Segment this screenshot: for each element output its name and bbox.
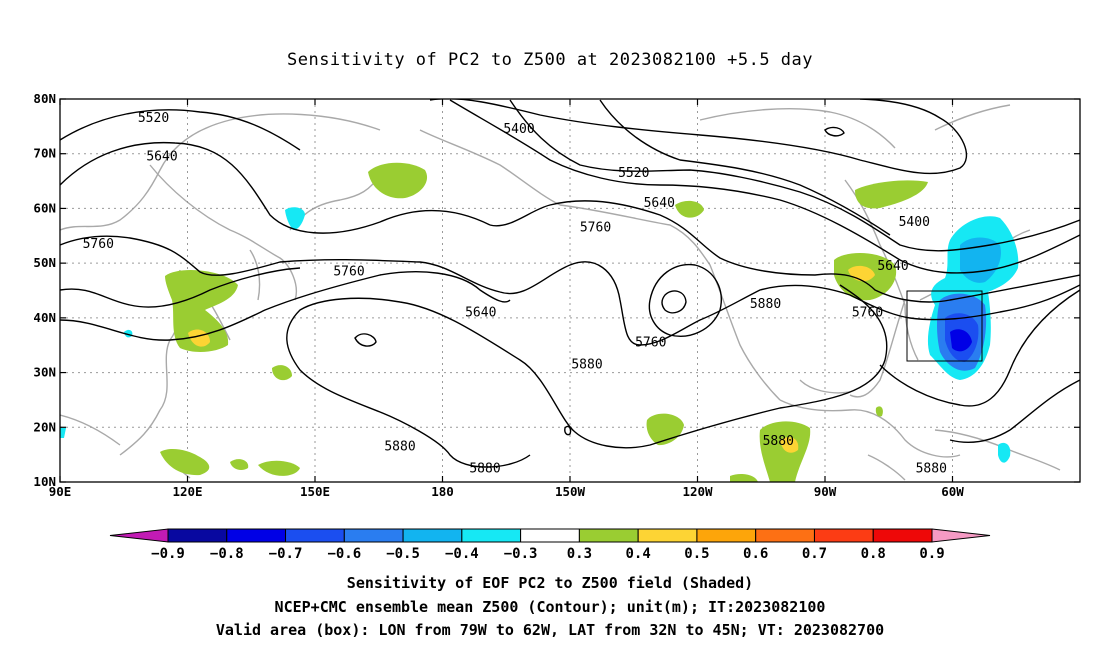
- negative-sensitivity-shading: [60, 207, 1019, 463]
- longitude-axis: 90E 120E 150E 180 150W 120W 90W 60W: [49, 99, 964, 499]
- colorbar-lower-extension: [109, 528, 169, 543]
- positive-sensitivity-shading: [160, 162, 928, 482]
- contour-label: 5880: [384, 439, 415, 454]
- contour-label: 5640: [465, 305, 496, 320]
- z500-contours: [60, 99, 1080, 468]
- colorbar-label: 0.6: [743, 546, 768, 562]
- lat-tick-label: 50N: [33, 255, 56, 270]
- lat-tick-label: 60N: [33, 200, 56, 215]
- colorbar-label: 0.7: [802, 546, 827, 562]
- colorbar-cell: [402, 528, 463, 543]
- contour-label: 5400: [899, 215, 930, 230]
- lon-tick-label: 120W: [682, 484, 713, 499]
- colorbar-cell: [696, 528, 757, 543]
- caption-shaded: Sensitivity of EOF PC2 to Z500 field (Sh…: [346, 574, 754, 592]
- colorbar-cell: [167, 528, 228, 543]
- contour-label: 5400: [503, 122, 534, 137]
- contour-label: 5760: [852, 305, 883, 320]
- colorbar-label: −0.7: [269, 546, 303, 562]
- colorbar-upper-extension: [931, 528, 991, 543]
- lon-tick-label: 150W: [555, 484, 586, 499]
- contour-label: 5640: [644, 196, 675, 211]
- colorbar-cell: [343, 528, 404, 543]
- lon-tick-label: 120E: [172, 484, 202, 499]
- contour-label: 5520: [138, 111, 169, 126]
- colorbar-cell: [637, 528, 698, 543]
- contour-labels: 5520 5640 5760 5760 5400 5520 5640 5760 5640 5880…: [83, 111, 947, 476]
- contour-label: 5760: [333, 264, 364, 279]
- colorbar-label: −0.6: [327, 546, 361, 562]
- contour-label: 5880: [916, 461, 947, 476]
- contour-label: 5520: [618, 166, 649, 181]
- colorbar-label: 0.9: [919, 546, 944, 562]
- colorbar: −0.9 −0.8 −0.7 −0.6 −0.5 −0.4 −0.3 0.3 0.4 0.5 0.6…: [109, 528, 991, 562]
- lon-tick-label: 90E: [49, 484, 72, 499]
- contour-label: 5760: [83, 237, 114, 252]
- latitude-axis: 80N 70N 60N 50N 40N 30N 20N 10N: [33, 91, 1080, 489]
- colorbar-cell: [520, 528, 580, 543]
- colorbar-cell: [813, 528, 874, 543]
- colorbar-cell: [226, 528, 287, 543]
- contour-label: 5880: [469, 461, 500, 476]
- colorbar-label: 0.3: [567, 546, 592, 562]
- colorbar-label: −0.8: [210, 546, 244, 562]
- lon-tick-label: 60W: [941, 484, 964, 499]
- lat-tick-label: 40N: [33, 310, 56, 325]
- lat-tick-label: 10N: [33, 474, 56, 489]
- lat-tick-label: 80N: [33, 91, 56, 106]
- contour-label: 5880: [571, 357, 602, 372]
- colorbar-label: 0.8: [861, 546, 886, 562]
- contour-label: 5760: [635, 335, 666, 350]
- lat-tick-label: 70N: [33, 146, 56, 161]
- map-title: Sensitivity of PC2 to Z500 at 2023082100…: [286, 50, 813, 70]
- lat-tick-label: 30N: [33, 365, 56, 380]
- colorbar-cell: [285, 528, 345, 543]
- colorbar-cell: [461, 528, 522, 543]
- lon-tick-label: 150E: [300, 484, 330, 499]
- caption-contour: NCEP+CMC ensemble mean Z500 (Contour); u…: [274, 598, 826, 616]
- colorbar-cell: [872, 528, 933, 543]
- contour-label: 5880: [763, 434, 794, 449]
- colorbar-cell: [755, 528, 815, 543]
- colorbar-cell: [578, 528, 639, 543]
- caption-valid-area: Valid area (box): LON from 79W to 62W, L…: [215, 621, 885, 639]
- contour-label: 5640: [877, 259, 908, 274]
- contour-label: 5640: [146, 149, 177, 164]
- lon-tick-label: 90W: [814, 484, 837, 499]
- lat-tick-label: 20N: [33, 419, 56, 434]
- colorbar-label: −0.9: [151, 546, 185, 562]
- contour-label: 5760: [580, 221, 611, 236]
- colorbar-label: −0.3: [504, 546, 538, 562]
- colorbar-label: 0.5: [684, 546, 709, 562]
- lon-tick-label: 180: [431, 484, 454, 499]
- colorbar-label: −0.5: [386, 546, 420, 562]
- valid-area-box: [906, 290, 983, 362]
- colorbar-label: 0.4: [626, 546, 651, 562]
- colorbar-label: −0.4: [445, 546, 479, 562]
- contour-label: 5880: [750, 297, 781, 312]
